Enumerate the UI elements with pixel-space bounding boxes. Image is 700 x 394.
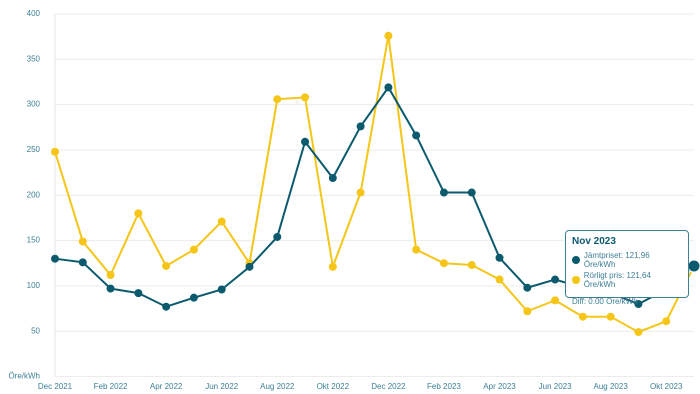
data-point	[78, 258, 87, 267]
tooltip: Nov 2023 Jämtpriset: 121,96 Öre/kWh Rörl…	[565, 230, 689, 306]
y-tick-label: 50	[31, 326, 40, 335]
x-tick-label: Jun 2023	[539, 382, 572, 391]
y-tick-label: 200	[27, 190, 41, 199]
data-point	[328, 174, 337, 183]
x-tick-label: Dec 2022	[371, 382, 406, 391]
y-tick-label: 150	[27, 236, 41, 245]
y-tick-label: 300	[27, 100, 41, 109]
x-tick-label: Okt 2023	[650, 382, 683, 391]
x-tick-label: Feb 2022	[94, 382, 128, 391]
data-point	[78, 237, 87, 246]
data-point	[439, 259, 448, 268]
y-tick-label: 100	[27, 281, 41, 290]
y-tick-label: 350	[27, 54, 41, 63]
data-point	[51, 147, 59, 156]
data-point	[384, 31, 393, 40]
y-tick-label: 250	[27, 145, 41, 154]
data-point	[687, 259, 700, 273]
data-point	[134, 209, 143, 218]
data-point	[551, 296, 560, 305]
data-point	[189, 245, 198, 254]
y-tick-label: Öre/kWh	[8, 372, 40, 381]
data-point	[662, 317, 671, 326]
data-point	[217, 217, 226, 226]
data-point	[634, 328, 643, 337]
data-point	[217, 285, 226, 294]
data-point	[328, 262, 337, 271]
tooltip-text: Rörligt pris: 121,64 Öre/kWh	[583, 271, 651, 289]
data-point	[301, 137, 310, 146]
data-point	[439, 188, 448, 197]
y-tick-label: 400	[27, 9, 41, 18]
data-point	[106, 284, 115, 293]
data-point	[273, 95, 282, 104]
tooltip-row: Rörligt pris: 121,64 Öre/kWh	[572, 271, 682, 289]
data-point	[578, 312, 587, 321]
tooltip-dot	[572, 256, 580, 264]
x-tick-label: Dec 2021	[38, 382, 73, 391]
data-point	[412, 131, 421, 140]
data-point	[523, 307, 532, 316]
data-point	[467, 188, 476, 197]
data-point	[495, 275, 504, 284]
x-tick-label: Jun 2022	[205, 382, 238, 391]
x-tick-label: Okt 2022	[317, 382, 350, 391]
data-point	[189, 293, 198, 302]
data-point	[273, 232, 282, 241]
tooltip-row: Jämtpriset: 121,96 Öre/kWh	[572, 251, 682, 269]
data-point	[301, 93, 310, 102]
x-tick-label: Apr 2022	[150, 382, 183, 391]
tooltip-title: Nov 2023	[572, 236, 616, 247]
data-point	[356, 188, 365, 197]
data-point	[245, 262, 254, 271]
series-line	[54, 35, 695, 334]
data-point	[467, 261, 476, 270]
data-point	[634, 300, 643, 308]
x-tick-label: Aug 2023	[594, 382, 629, 391]
tooltip-dot	[572, 276, 580, 284]
tooltip-text: Jämtpriset: 121,96 Öre/kWh	[583, 251, 650, 269]
tooltip-diff: Diff: 0.00 Öre/kWh	[572, 297, 638, 306]
data-point	[495, 253, 504, 262]
data-point	[523, 283, 532, 292]
x-tick-label: Apr 2023	[483, 382, 516, 391]
x-tick-label: Aug 2022	[260, 382, 295, 391]
x-tick-label: Feb 2023	[427, 382, 461, 391]
data-point	[106, 271, 115, 279]
data-point	[162, 302, 171, 311]
data-point	[384, 83, 393, 92]
data-point	[606, 312, 615, 321]
data-point	[51, 254, 59, 263]
data-point	[551, 275, 560, 284]
data-point	[134, 289, 143, 298]
data-point	[162, 261, 171, 270]
data-point	[356, 122, 365, 131]
data-point	[412, 245, 421, 254]
